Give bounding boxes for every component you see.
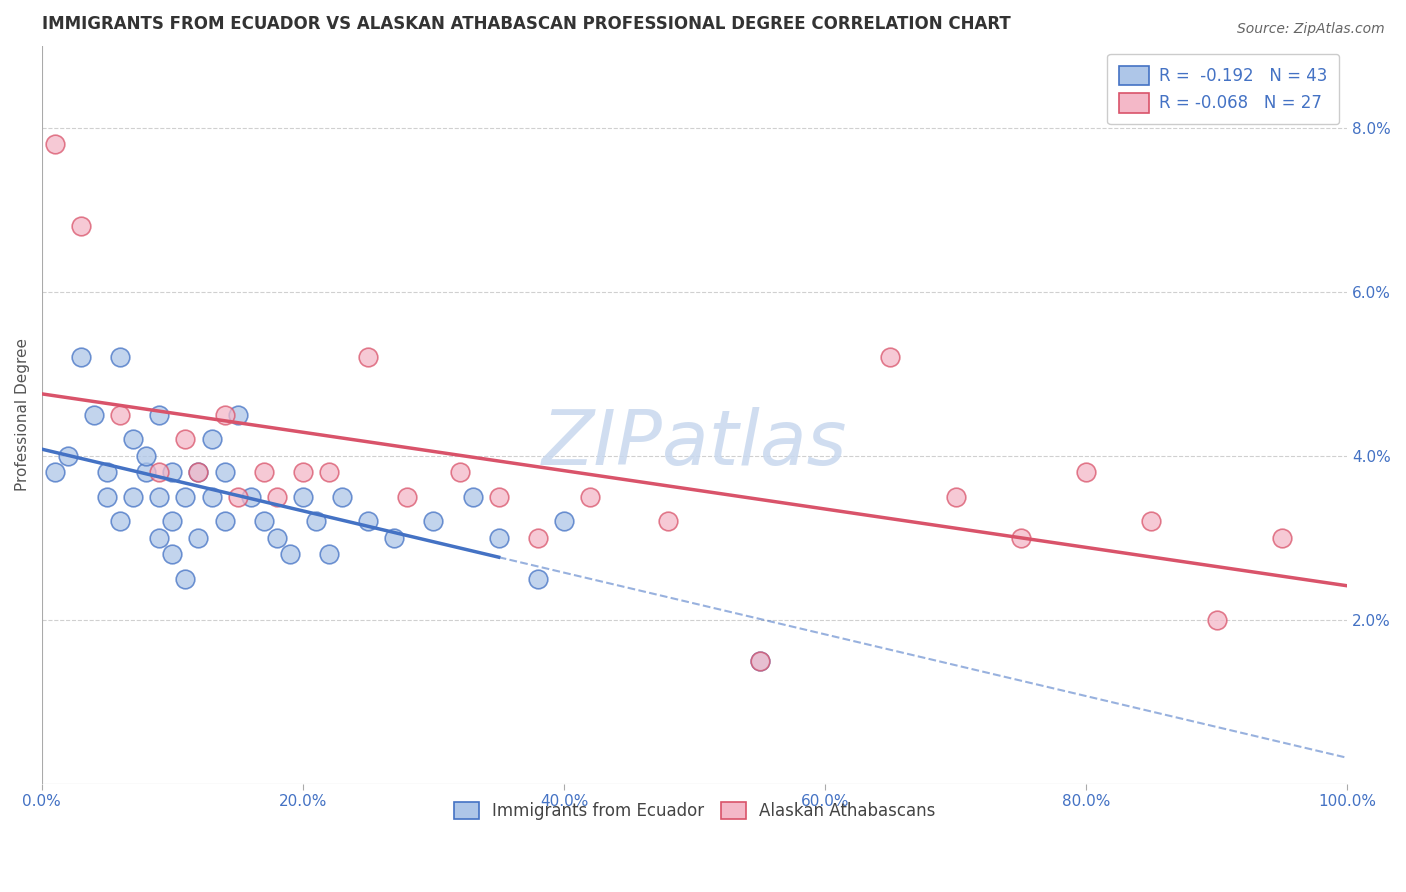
Point — [318, 547, 340, 561]
Point — [162, 547, 184, 561]
Point — [422, 514, 444, 528]
Point — [214, 514, 236, 528]
Point — [44, 465, 66, 479]
Point — [148, 408, 170, 422]
Point — [187, 465, 209, 479]
Text: Source: ZipAtlas.com: Source: ZipAtlas.com — [1237, 22, 1385, 37]
Point — [226, 490, 249, 504]
Point — [382, 531, 405, 545]
Text: IMMIGRANTS FROM ECUADOR VS ALASKAN ATHABASCAN PROFESSIONAL DEGREE CORRELATION CH: IMMIGRANTS FROM ECUADOR VS ALASKAN ATHAB… — [42, 15, 1011, 33]
Point — [553, 514, 575, 528]
Point — [56, 449, 79, 463]
Point — [108, 514, 131, 528]
Point — [1076, 465, 1098, 479]
Point — [461, 490, 484, 504]
Point — [527, 572, 550, 586]
Point — [200, 490, 222, 504]
Point — [148, 465, 170, 479]
Point — [83, 408, 105, 422]
Point — [748, 654, 770, 668]
Point — [44, 137, 66, 152]
Point — [187, 465, 209, 479]
Point — [122, 490, 145, 504]
Point — [226, 408, 249, 422]
Point — [108, 408, 131, 422]
Point — [200, 432, 222, 446]
Point — [527, 531, 550, 545]
Point — [657, 514, 679, 528]
Point — [70, 351, 93, 365]
Legend: Immigrants from Ecuador, Alaskan Athabascans: Immigrants from Ecuador, Alaskan Athabas… — [447, 796, 942, 827]
Point — [253, 514, 276, 528]
Point — [70, 219, 93, 233]
Y-axis label: Professional Degree: Professional Degree — [15, 338, 30, 491]
Point — [305, 514, 328, 528]
Point — [187, 531, 209, 545]
Point — [96, 465, 118, 479]
Point — [488, 490, 510, 504]
Point — [162, 465, 184, 479]
Point — [278, 547, 301, 561]
Point — [266, 531, 288, 545]
Point — [239, 490, 262, 504]
Point — [174, 572, 197, 586]
Point — [318, 465, 340, 479]
Point — [135, 449, 157, 463]
Point — [174, 432, 197, 446]
Point — [1205, 613, 1227, 627]
Point — [396, 490, 419, 504]
Point — [579, 490, 602, 504]
Point — [357, 351, 380, 365]
Point — [214, 465, 236, 479]
Point — [148, 490, 170, 504]
Point — [945, 490, 967, 504]
Point — [449, 465, 471, 479]
Point — [122, 432, 145, 446]
Point — [214, 408, 236, 422]
Point — [748, 654, 770, 668]
Point — [1271, 531, 1294, 545]
Point — [162, 514, 184, 528]
Point — [330, 490, 353, 504]
Point — [266, 490, 288, 504]
Point — [108, 351, 131, 365]
Point — [253, 465, 276, 479]
Point — [488, 531, 510, 545]
Point — [879, 351, 901, 365]
Point — [291, 465, 314, 479]
Text: ZIPatlas: ZIPatlas — [541, 408, 848, 481]
Point — [174, 490, 197, 504]
Point — [96, 490, 118, 504]
Point — [135, 465, 157, 479]
Point — [148, 531, 170, 545]
Point — [1010, 531, 1032, 545]
Point — [1140, 514, 1163, 528]
Point — [291, 490, 314, 504]
Point — [357, 514, 380, 528]
